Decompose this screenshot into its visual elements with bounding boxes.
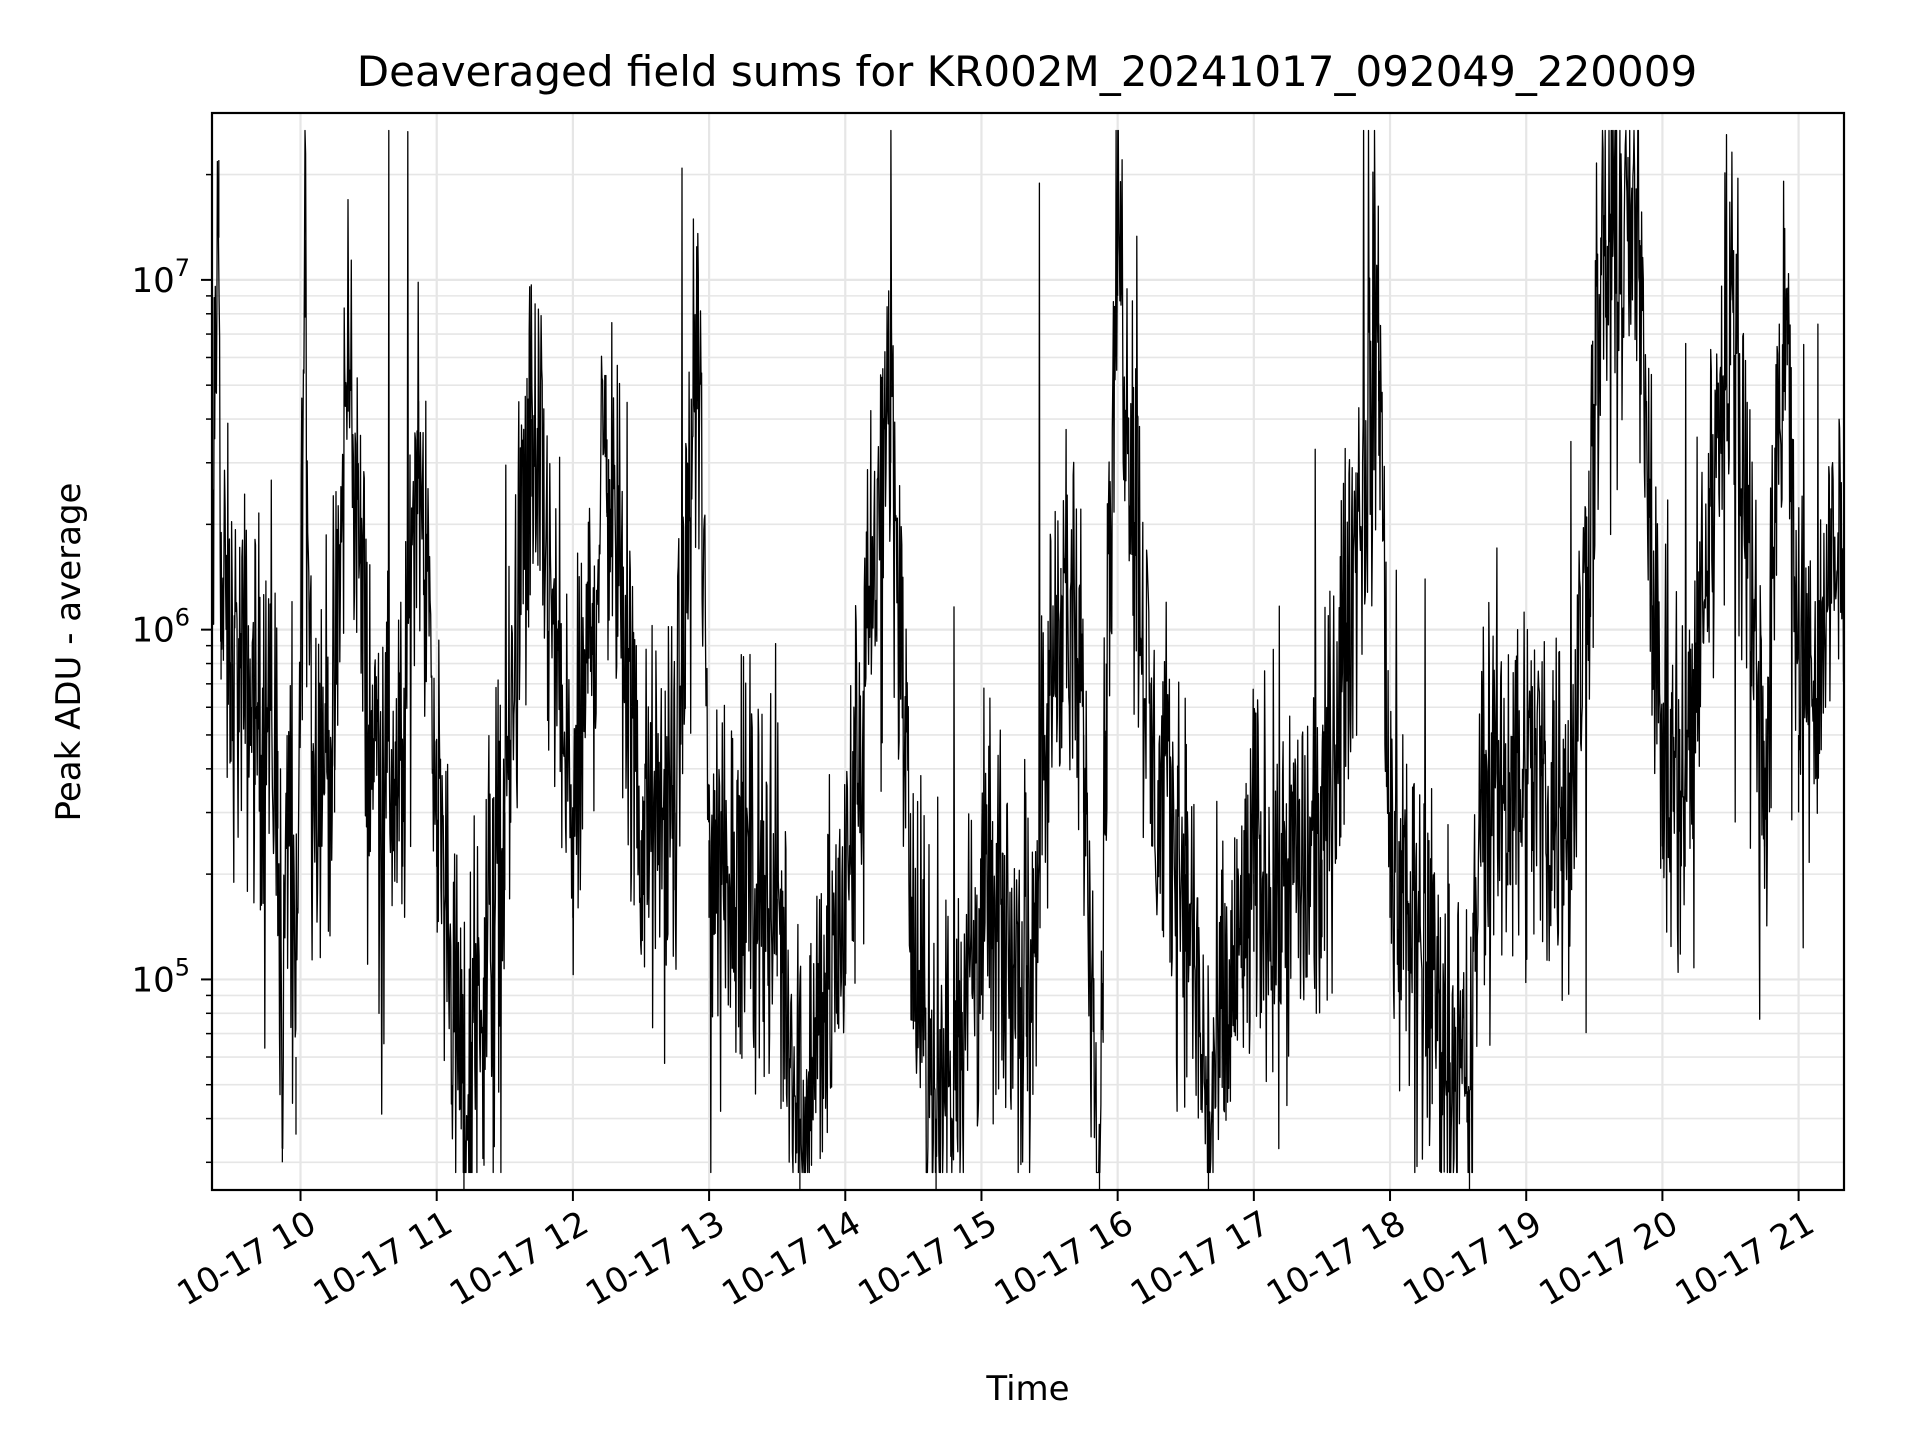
x-axis-label: Time [985, 1369, 1069, 1409]
y-axis-label: Peak ADU - average [49, 483, 89, 822]
series-line [212, 129, 1844, 1174]
y-tick-label: 105 [131, 953, 190, 1000]
y-tick-label: 106 [131, 604, 190, 651]
series-layer [212, 129, 1844, 1190]
y-tick-label: 107 [131, 254, 190, 301]
chart-title: Deaveraged field sums for KR002M_2024101… [357, 47, 1697, 96]
y-axis: 105 106 107 [131, 173, 212, 1164]
plot-frame [210, 111, 1846, 1192]
plot-region [212, 129, 1844, 1190]
